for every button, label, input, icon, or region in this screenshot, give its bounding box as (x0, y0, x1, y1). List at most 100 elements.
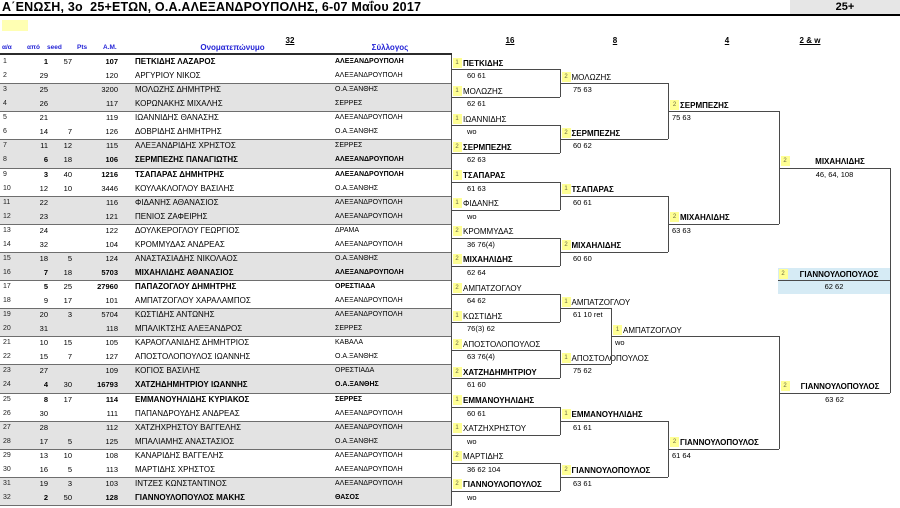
player-club: Ο.Α.ΞΑΝΘΗΣ (335, 254, 379, 262)
player-am: 115 (106, 141, 118, 151)
table-row: 19 20 3 5704 ΚΩΣΤΙΔΗΣ ΑΝΤΩΝΗΣ ΑΛΕΞΑΝΔΡΟΥΠΟΛΗ (0, 308, 452, 322)
match-separator-line (0, 448, 452, 450)
table-row: 24 4 30 16793 ΧΑΤΖΗΔΗΜΗΤΡΙΟΥ ΙΩΑΝΝΗΣ Ο.Α.ΞΑΝΘ… (0, 378, 452, 392)
match-score: 60 62 (573, 141, 592, 151)
row-number: 32 (3, 493, 11, 501)
bracket-line (451, 350, 560, 352)
player-club: ΑΛΕΞΑΝΔΡΟΥΠΟΛΗ (335, 297, 403, 305)
bracket-winner-name: ΠΕΤΚΙΔΗΣ (463, 58, 504, 68)
player-club: ΑΛΕΞΑΝΔΡΟΥΠΟΛΗ (335, 58, 404, 65)
player-club: ΑΛΕΞΑΝΔΡΟΥΠΟΛΗ (335, 423, 403, 431)
player-club: ΑΛΕΞΑΝΔΡΟΥΠΟΛΗ (335, 170, 404, 178)
player-rank: 28 (39, 422, 48, 432)
bracket-line (451, 462, 560, 464)
player-club: Ο.Α.ΞΑΝΘΗΣ (335, 128, 379, 136)
player-name: ΤΣΑΠΑΡΑΣ ΔΗΜΗΤΡΗΣ (135, 169, 225, 179)
player-am: 126 (105, 127, 118, 137)
row-number: 16 (3, 268, 11, 276)
bracket-line (668, 223, 779, 225)
table-row: 7 11 12 115 ΑΛΕΞΑΝΔΡΙΔΗΣ ΧΡΗΣΤΟΣ ΣΕΡΡΕΣ (0, 139, 452, 153)
table-row: 23 27 109 ΚΟΓΙΟΣ ΒΑΣΙΛΗΣ ΟΡΕΣΤΙΑΔΑ (0, 364, 452, 378)
player-club: ΘΑΣΟΣ (335, 493, 360, 501)
player-pts: 5 (67, 436, 72, 446)
row-number: 24 (3, 381, 11, 389)
player-name: ΑΛΕΞΑΝΔΡΙΔΗΣ ΧΡΗΣΤΟΣ (135, 141, 236, 151)
player-rank: 32 (39, 239, 48, 249)
player-club: ΑΛΕΞΑΝΔΡΟΥΠΟΛΗ (335, 156, 404, 164)
row-number: 27 (3, 423, 11, 431)
match-score: 60 61 (467, 71, 486, 81)
player-am: 108 (105, 450, 118, 460)
player-rank: 22 (39, 197, 48, 207)
match-score: 61 61 (573, 422, 592, 432)
player-club: ΟΡΕΣΤΙΑΔΑ (335, 283, 376, 290)
match-score: 64 62 (467, 296, 486, 306)
match-score: 62 61 (467, 99, 486, 109)
match-day-number: 2 (780, 381, 790, 391)
player-club: Ο.Α.ΞΑΝΘΗΣ (335, 381, 379, 389)
match-score: 61 63 (467, 183, 486, 193)
match-day-number: 2 (778, 268, 788, 279)
table-row: 4 26 117 ΚΟΡΩΝΑΚΗΣ ΜΙΧΑΛΗΣ ΣΕΡΡΕΣ (0, 97, 452, 111)
player-pts (52, 196, 72, 210)
row-shading (0, 83, 452, 112)
match-day-number: 2 (670, 212, 679, 223)
table-row: 21 10 15 105 ΚΑΡΑΟΓΛΑΝΙΔΗΣ ΔΗΜΗΤΡΙΟΣ ΚΑΒΑΛΑ (0, 336, 452, 350)
match-score: 60 60 (573, 253, 592, 263)
match-day-number: 1 (561, 409, 571, 420)
player-rank: 10 (39, 338, 48, 348)
row-shading (0, 364, 452, 393)
page-title: Α΄ΕΝΩΣΗ, 3ο 25+ΕΤΩΝ, Ο.Α.ΑΛΕΞΑΝΔΡΟΥΠΟΛΗΣ… (2, 0, 422, 14)
row-number: 26 (3, 409, 11, 417)
player-name: ΚΑΝΑΡΙΔΗΣ ΒΑΓΓΕΛΗΣ (135, 450, 224, 460)
row-shading (0, 139, 452, 168)
match-day-number: 2 (670, 99, 679, 110)
bracket-line (560, 83, 668, 85)
match-separator-line (0, 251, 452, 253)
player-name: ΧΑΤΖΗΧΡΗΣΤΟΥ ΒΑΓΓΕΛΗΣ (135, 422, 242, 432)
bracket-line (668, 448, 779, 450)
round-header-final: 2 & w (799, 36, 821, 45)
player-am: 121 (105, 211, 118, 221)
bracket-winner-name: ΦΙΔΑΝΗΣ (463, 199, 499, 209)
bracket-line (451, 294, 560, 296)
player-name: ΔΟΥΛΚΕΡΟΓΛΟΥ ΓΕΩΡΓΙΟΣ (135, 225, 240, 235)
match-score: wo (467, 211, 477, 221)
row-number: 30 (3, 465, 11, 473)
bracket-connector (560, 237, 561, 266)
player-name: ΜΙΧΑΗΛΙΔΗΣ ΑΘΑΝΑΣΙΟΣ (135, 267, 234, 277)
match-day-number: 2 (452, 451, 462, 462)
row-number: 6 (3, 128, 7, 136)
player-name: ΠΑΠΑΖΟΓΛΟΥ ΔΗΜΗΤΡΗΣ (135, 282, 237, 291)
row-number: 7 (3, 142, 7, 150)
player-pts (52, 97, 72, 111)
match-score: wo (467, 492, 477, 502)
player-am: 106 (105, 155, 118, 165)
player-am: 124 (105, 253, 118, 263)
row-number: 10 (3, 184, 11, 192)
player-pts: 12 (63, 141, 72, 151)
player-pts: 10 (63, 183, 72, 193)
match-separator-line (0, 223, 452, 225)
player-pts: 18 (63, 267, 72, 277)
row-number: 29 (3, 451, 11, 459)
match-day-number: 1 (613, 324, 622, 335)
row-number: 21 (3, 339, 11, 347)
table-row: 18 9 17 101 ΑΜΠΑΤΖΟΓΛΟΥ ΧΑΡΑΛΑΜΠΟΣ ΑΛΕΞΑΝΔΡΟΥ… (0, 294, 452, 308)
player-pts: 7 (67, 352, 72, 362)
player-pts: 15 (63, 338, 72, 348)
player-am: 117 (106, 99, 118, 109)
player-rank: 13 (39, 450, 48, 460)
player-am: 128 (105, 492, 118, 502)
match-day-number: 1 (452, 198, 462, 209)
player-rank: 6 (43, 155, 48, 165)
table-row: 31 19 3 103 ΙΝΤΖΕΣ ΚΩΝΣΤΑΝΤΙΝΟΣ ΑΛΕΞΑΝΔΡΟΥΠΟΛ… (0, 477, 452, 491)
bracket-winner-name: ΜΙΧΑΗΛΙΔΗΣ (463, 255, 513, 265)
player-name: ΚΟΥΛΑΚΛΟΓΛΟΥ ΒΑΣΙΛΗΣ (135, 183, 235, 193)
match-score: 75 63 (573, 85, 592, 95)
match-day-number: 2 (452, 254, 462, 265)
table-row: 16 7 18 5703 ΜΙΧΑΗΛΙΔΗΣ ΑΘΑΝΑΣΙΟΣ ΑΛΕΞΑΝΔΡΟΥΠ… (0, 266, 452, 280)
match-separator-line (0, 111, 452, 113)
row-number: 11 (3, 198, 11, 206)
player-name: ΠΑΠΑΝΔΡΟΥΔΗΣ ΑΝΔΡΕΑΣ (135, 408, 240, 418)
